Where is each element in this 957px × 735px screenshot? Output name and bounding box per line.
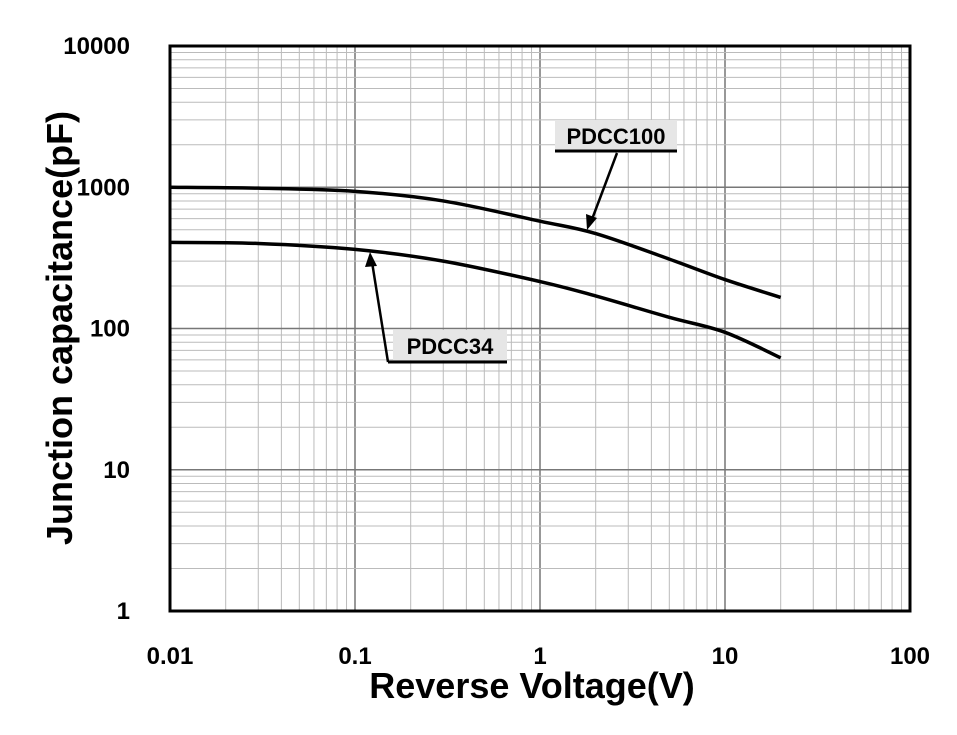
- arrow-head-icon: [365, 252, 377, 267]
- x-axis-label: Reverse Voltage(V): [369, 665, 694, 706]
- y-axis-label: Junction capacitance(pF): [39, 111, 80, 545]
- y-tick-label: 10: [103, 457, 130, 484]
- plot-frame: [168, 44, 912, 613]
- annotation-pdcc34: PDCC34: [365, 252, 507, 364]
- arrow-head-icon: [586, 214, 597, 230]
- x-tick-label: 0.1: [338, 643, 371, 670]
- y-tick-label: 10000: [63, 33, 130, 60]
- x-tick-label: 100: [890, 643, 930, 670]
- annotation-pdcc100-label: PDCC100: [566, 124, 665, 149]
- y-tick-label: 100: [90, 316, 130, 343]
- series-line-pdcc100: [169, 185, 782, 300]
- series-lines: [169, 185, 782, 360]
- x-tick-label: 0.01: [147, 643, 194, 670]
- annotation-pdcc100: PDCC100: [555, 120, 677, 230]
- y-tick-labels: 1 10 100 1000 10000: [63, 33, 130, 625]
- x-tick-label: 1: [533, 643, 546, 670]
- x-tick-label: 10: [712, 643, 739, 670]
- x-tick-labels: 0.01 0.1 1 10 100: [147, 643, 930, 670]
- annotation-pdcc34-label: PDCC34: [407, 334, 495, 359]
- y-tick-label: 1000: [77, 174, 130, 201]
- series-line-pdcc34: [169, 240, 782, 360]
- grid: [169, 46, 910, 612]
- y-tick-label: 1: [117, 598, 130, 625]
